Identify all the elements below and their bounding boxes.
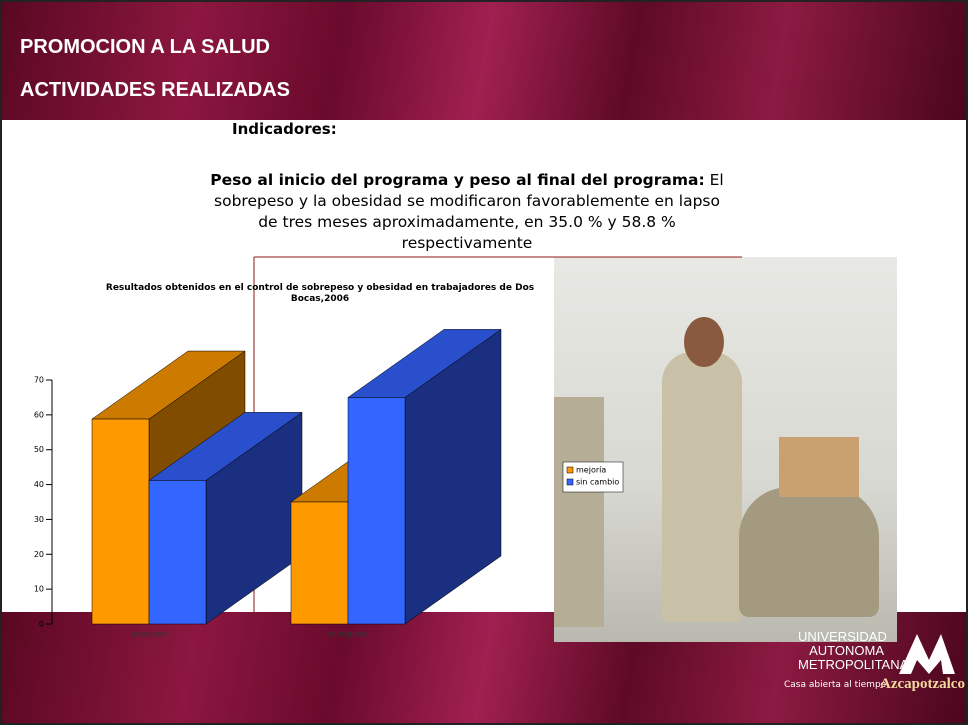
y-tick-label: 0 <box>39 620 44 629</box>
slide: PROMOCION A LA SALUD ACTIVIDADES REALIZA… <box>0 0 968 725</box>
bar <box>149 480 206 624</box>
x-tick-label: sobrepeso <box>327 630 368 639</box>
y-tick-label: 40 <box>34 480 44 489</box>
y-tick-label: 70 <box>34 376 44 385</box>
legend-label: mejoría <box>576 466 606 475</box>
chart: Resultados obtenidos en el control de so… <box>2 2 966 723</box>
bar <box>348 397 405 624</box>
y-tick-label: 10 <box>34 585 44 594</box>
y-tick-label: 60 <box>34 410 44 419</box>
chart-title: Resultados obtenidos en el control de so… <box>106 283 534 304</box>
y-tick-label: 50 <box>34 445 44 454</box>
bar <box>92 419 149 624</box>
y-tick-label: 30 <box>34 515 44 524</box>
legend-swatch <box>567 479 573 485</box>
y-tick-label: 20 <box>34 550 44 559</box>
legend-label: sin cambio <box>576 478 619 487</box>
bar <box>291 502 348 624</box>
legend-swatch <box>567 467 573 473</box>
x-tick-label: obesidad <box>131 630 167 639</box>
